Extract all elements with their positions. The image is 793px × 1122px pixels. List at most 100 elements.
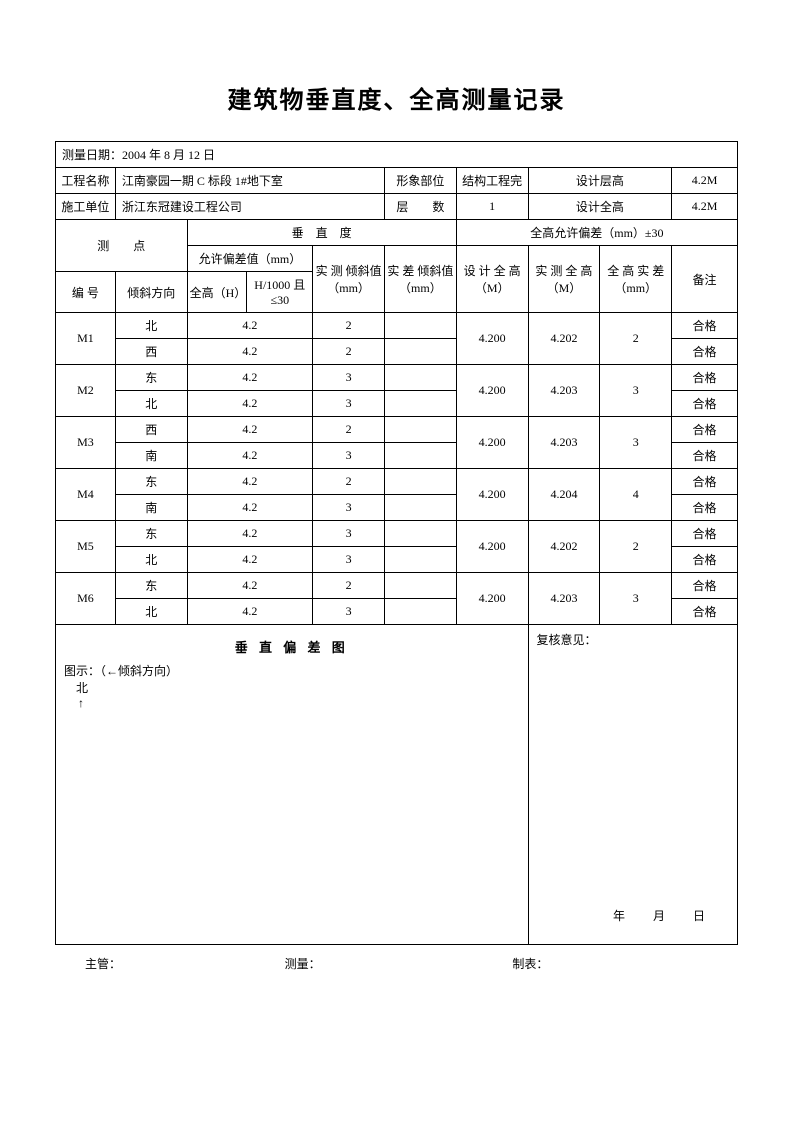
tolerance-header: 全高允许偏差（mm）±30 (456, 220, 737, 246)
cell-hdiff: 3 (600, 417, 672, 469)
cell-diff (384, 339, 456, 365)
col-h1000-header: H/1000 且≤30 (247, 272, 313, 313)
cell-allow: 4.2 (187, 443, 313, 469)
cell-remark: 合格 (672, 365, 738, 391)
cell-hdiff: 3 (600, 365, 672, 417)
cell-dir: 南 (115, 443, 187, 469)
cell-diff (384, 443, 456, 469)
cell-tilt: 2 (313, 417, 385, 443)
cell-dir: 北 (115, 547, 187, 573)
table-row: M1北4.224.2004.2022合格 (56, 313, 738, 339)
cell-diff (384, 599, 456, 625)
cell-allow: 4.2 (187, 599, 313, 625)
project-label: 工程名称 (56, 168, 116, 194)
footer-tabulator: 制表： (510, 949, 738, 976)
cell-id: M5 (56, 521, 116, 573)
cell-design: 4.200 (456, 365, 528, 417)
cell-remark: 合格 (672, 599, 738, 625)
cell-diff (384, 495, 456, 521)
diagram-title: 垂 直 偏 差 图 (64, 631, 520, 662)
cell-dir: 东 (115, 469, 187, 495)
cell-dir: 东 (115, 365, 187, 391)
col-no-header: 编 号 (56, 272, 116, 313)
cell-tilt: 2 (313, 469, 385, 495)
design-floor-h-label: 设计层高 (528, 168, 672, 194)
table-row: M2东4.234.2004.2033合格 (56, 365, 738, 391)
cell-tilt: 3 (313, 599, 385, 625)
h-diff-header: 全 高 实 差（mm） (600, 246, 672, 313)
cell-id: M4 (56, 469, 116, 521)
meas-tilt-header: 实 测 倾斜值（mm） (313, 246, 385, 313)
cell-hdiff: 2 (600, 521, 672, 573)
cell-dir: 北 (115, 313, 187, 339)
cell-diff (384, 417, 456, 443)
cell-design: 4.200 (456, 469, 528, 521)
main-table: 测量日期：2004 年 8 月 12 日 工程名称 江南豪园一期 C 标段 1#… (55, 141, 738, 945)
cell-dir: 东 (115, 573, 187, 599)
design-h-header: 设 计 全 高（M） (456, 246, 528, 313)
cell-allow: 4.2 (187, 391, 313, 417)
footer-supervisor: 主管： (55, 949, 283, 976)
floors-label: 层 数 (384, 194, 456, 220)
cell-meas: 4.202 (528, 313, 600, 365)
cell-remark: 合格 (672, 521, 738, 547)
cell-design: 4.200 (456, 573, 528, 625)
diagram-arrow: ↑ (64, 696, 520, 711)
cell-remark: 合格 (672, 313, 738, 339)
table-row: M4东4.224.2004.2044合格 (56, 469, 738, 495)
vertical-header: 垂 直 度 (187, 220, 456, 246)
cell-design: 4.200 (456, 417, 528, 469)
cell-tilt: 2 (313, 339, 385, 365)
cell-remark: 合格 (672, 547, 738, 573)
col-dir-header: 倾斜方向 (115, 272, 187, 313)
cell-remark: 合格 (672, 495, 738, 521)
cell-meas: 4.202 (528, 521, 600, 573)
cell-diff (384, 365, 456, 391)
cell-allow: 4.2 (187, 313, 313, 339)
design-total-h-value: 4.2M (672, 194, 738, 220)
cell-id: M6 (56, 573, 116, 625)
design-total-h-label: 设计全高 (528, 194, 672, 220)
cell-diff (384, 573, 456, 599)
cell-remark: 合格 (672, 391, 738, 417)
cell-tilt: 3 (313, 391, 385, 417)
cell-diff (384, 391, 456, 417)
cell-tilt: 3 (313, 365, 385, 391)
cell-hdiff: 4 (600, 469, 672, 521)
cell-remark: 合格 (672, 417, 738, 443)
cell-allow: 4.2 (187, 469, 313, 495)
cell-diff (384, 469, 456, 495)
cell-dir: 东 (115, 521, 187, 547)
cell-tilt: 3 (313, 547, 385, 573)
review-label: 复核意见： (537, 631, 729, 648)
cell-id: M3 (56, 417, 116, 469)
contractor-value: 浙江东冠建设工程公司 (115, 194, 384, 220)
cell-hdiff: 3 (600, 573, 672, 625)
diagram-legend: 图示：（←倾斜方向） (64, 662, 520, 679)
cell-meas: 4.203 (528, 365, 600, 417)
cell-meas: 4.203 (528, 573, 600, 625)
cell-allow: 4.2 (187, 521, 313, 547)
remark-header: 备注 (672, 246, 738, 313)
cell-allow: 4.2 (187, 547, 313, 573)
cell-id: M2 (56, 365, 116, 417)
date-row: 测量日期：2004 年 8 月 12 日 (56, 142, 738, 168)
cell-tilt: 3 (313, 443, 385, 469)
cell-tilt: 2 (313, 313, 385, 339)
cell-dir: 西 (115, 339, 187, 365)
point-header: 测 点 (56, 220, 188, 272)
table-row: M3西4.224.2004.2033合格 (56, 417, 738, 443)
col-full-h-header: 全高（H） (187, 272, 247, 313)
date-label: 测量日期： (62, 148, 122, 162)
meas-h-header: 实 测 全 高（M） (528, 246, 600, 313)
cell-tilt: 3 (313, 495, 385, 521)
cell-dir: 北 (115, 391, 187, 417)
date-value: 2004 年 8 月 12 日 (122, 148, 215, 162)
cell-remark: 合格 (672, 469, 738, 495)
image-part-value: 结构工程完 (456, 168, 528, 194)
cell-id: M1 (56, 313, 116, 365)
image-part-label: 形象部位 (384, 168, 456, 194)
cell-diff (384, 313, 456, 339)
table-row: M6东4.224.2004.2033合格 (56, 573, 738, 599)
cell-hdiff: 2 (600, 313, 672, 365)
